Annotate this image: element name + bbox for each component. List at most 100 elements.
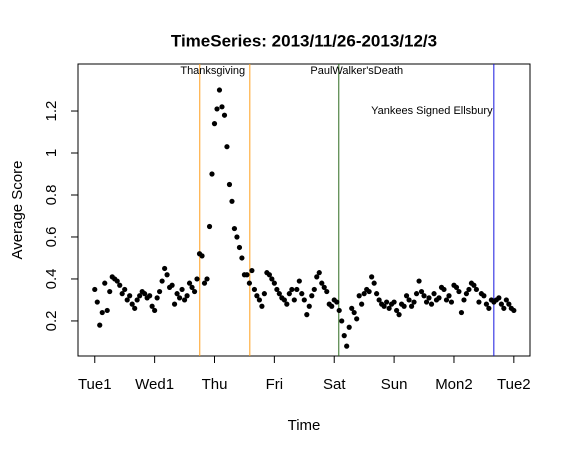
x-axis-label: Time (288, 417, 321, 434)
point (314, 274, 320, 280)
point (132, 305, 138, 311)
point (461, 297, 467, 303)
point (189, 284, 195, 290)
point (206, 223, 213, 230)
point (324, 288, 330, 295)
point (506, 301, 512, 307)
point (176, 295, 183, 301)
point (147, 293, 153, 299)
point (319, 280, 325, 286)
point (436, 295, 442, 301)
point (309, 293, 315, 299)
point (381, 303, 387, 309)
point (458, 309, 465, 316)
point (114, 278, 120, 284)
point (349, 305, 355, 311)
point (286, 291, 292, 297)
point (344, 343, 350, 349)
y-axis-label: Average Score (9, 161, 26, 260)
y-tick-label: 0.4 (43, 269, 60, 290)
point (321, 284, 327, 290)
point (186, 280, 193, 286)
point (124, 297, 130, 303)
point (366, 288, 372, 295)
point (334, 299, 340, 305)
x-tick-label: Sun (381, 376, 408, 393)
point (471, 282, 477, 288)
point (356, 293, 362, 299)
point (428, 301, 435, 307)
point (269, 276, 275, 282)
point (154, 295, 160, 301)
point (413, 291, 420, 297)
point (209, 171, 215, 177)
point (94, 299, 100, 305)
x-tick-label: Tue1 (78, 376, 112, 393)
point (214, 106, 220, 112)
point (274, 286, 280, 293)
point (239, 255, 245, 261)
point (261, 291, 267, 297)
point (346, 324, 352, 330)
point (311, 286, 317, 293)
point (466, 286, 472, 293)
point (249, 267, 255, 274)
point (216, 87, 223, 93)
point (463, 291, 470, 297)
point (431, 291, 437, 297)
point (156, 288, 163, 295)
point (456, 288, 462, 295)
point (117, 282, 123, 288)
point (199, 253, 205, 259)
point (376, 297, 382, 303)
point (142, 291, 148, 297)
point (92, 286, 98, 293)
point (336, 307, 342, 314)
point (162, 265, 168, 272)
x-tick-label: Tue2 (497, 376, 531, 393)
point (134, 297, 140, 303)
event-label: Thanksgiving (180, 65, 245, 77)
point (296, 278, 302, 284)
point (251, 286, 258, 293)
point (226, 181, 233, 188)
point (159, 278, 165, 284)
point (294, 286, 300, 293)
point (374, 291, 380, 297)
point (443, 297, 450, 303)
point (219, 104, 225, 110)
point (406, 297, 412, 303)
point (254, 293, 260, 299)
point (426, 295, 432, 301)
point (401, 303, 407, 309)
point (224, 144, 230, 150)
point (304, 312, 310, 318)
point (473, 286, 480, 293)
point (299, 291, 305, 297)
x-tick-label: Sat (323, 376, 346, 393)
point (102, 280, 108, 286)
y-tick-label: 0.6 (43, 227, 60, 248)
point (281, 297, 287, 303)
point (411, 299, 417, 305)
point (301, 297, 307, 303)
point (498, 301, 504, 307)
point (171, 301, 178, 307)
point (256, 297, 262, 303)
point (194, 276, 200, 282)
point (246, 280, 253, 286)
point (221, 112, 228, 118)
point (481, 293, 487, 299)
point (384, 299, 390, 305)
point (339, 318, 345, 324)
point (179, 286, 185, 293)
point (289, 286, 295, 293)
point (396, 312, 402, 318)
point (174, 291, 180, 297)
point (453, 284, 460, 290)
point (483, 301, 490, 307)
point (266, 272, 272, 278)
x-tick-label: Wed1 (135, 376, 174, 393)
